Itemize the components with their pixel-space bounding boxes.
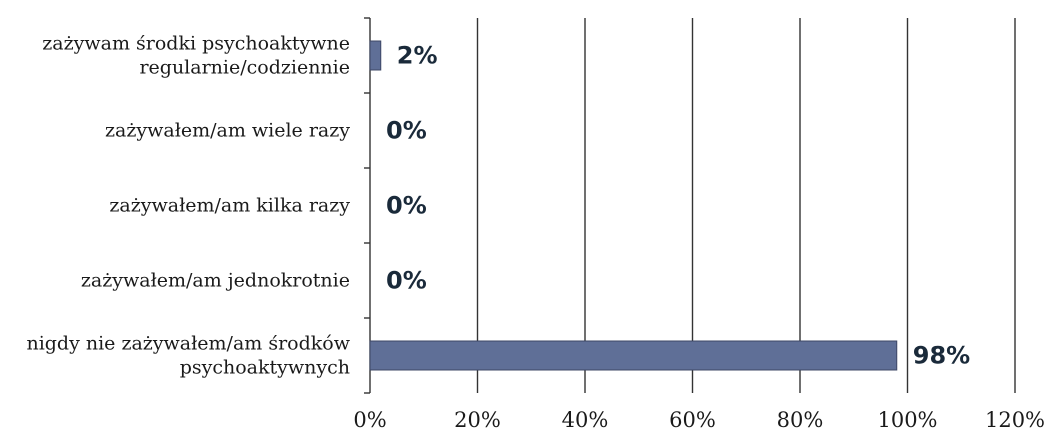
x-tick-label: 60%	[669, 408, 716, 432]
category-labels: zażywam środki psychoaktywne regularnie/c…	[26, 33, 350, 379]
x-tick-label: 20%	[454, 408, 501, 432]
bars	[369, 40, 898, 371]
data-label: 98%	[913, 342, 970, 370]
x-tick-label: 100%	[877, 408, 937, 432]
gridlines	[476, 18, 1016, 393]
x-axis-tick-labels: 0% 20% 40% 60% 80% 100% 120%	[353, 408, 1045, 432]
bar-0	[369, 40, 382, 71]
x-tick-label: 80%	[777, 408, 824, 432]
data-label: 0%	[386, 192, 427, 220]
y-axis	[364, 17, 371, 394]
category-label: nigdy nie zażywałem/am środków psychoakty…	[26, 333, 350, 379]
data-label: 2%	[397, 42, 438, 70]
data-label: 0%	[386, 117, 427, 145]
category-label: zażywałem/am kilka razy	[109, 195, 350, 217]
category-label: zażywałem/am wiele razy	[105, 120, 350, 142]
bar-4	[369, 340, 898, 371]
x-tick-label: 40%	[562, 408, 609, 432]
data-label: 0%	[386, 267, 427, 295]
data-labels: 2% 0% 0% 0% 98%	[386, 42, 970, 370]
x-tick-label: 120%	[985, 408, 1045, 432]
category-label: zażywałem/am jednokrotnie	[81, 270, 350, 292]
category-label: zażywam środki psychoaktywne regularnie/c…	[42, 33, 350, 79]
x-tick-label: 0%	[353, 408, 386, 432]
